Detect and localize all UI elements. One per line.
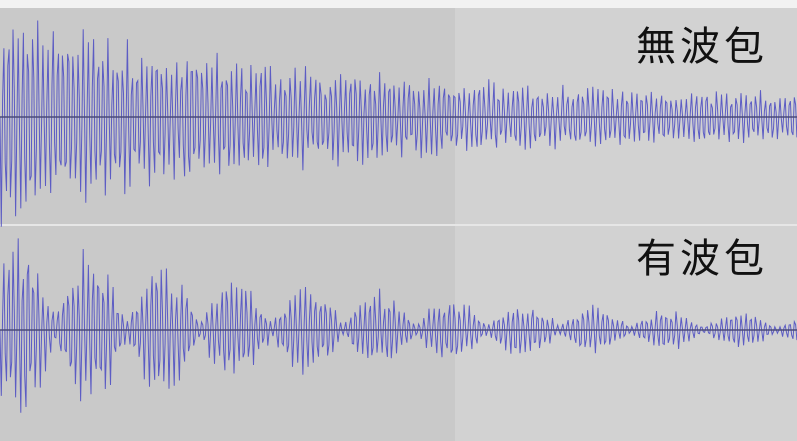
panel-label: 有波包 xyxy=(636,236,768,282)
waveforms xyxy=(0,20,797,413)
waveform xyxy=(0,20,797,227)
background-right xyxy=(455,0,797,441)
top-strip xyxy=(0,0,797,8)
panel-label: 無波包 xyxy=(636,24,768,70)
waveform xyxy=(0,238,797,413)
